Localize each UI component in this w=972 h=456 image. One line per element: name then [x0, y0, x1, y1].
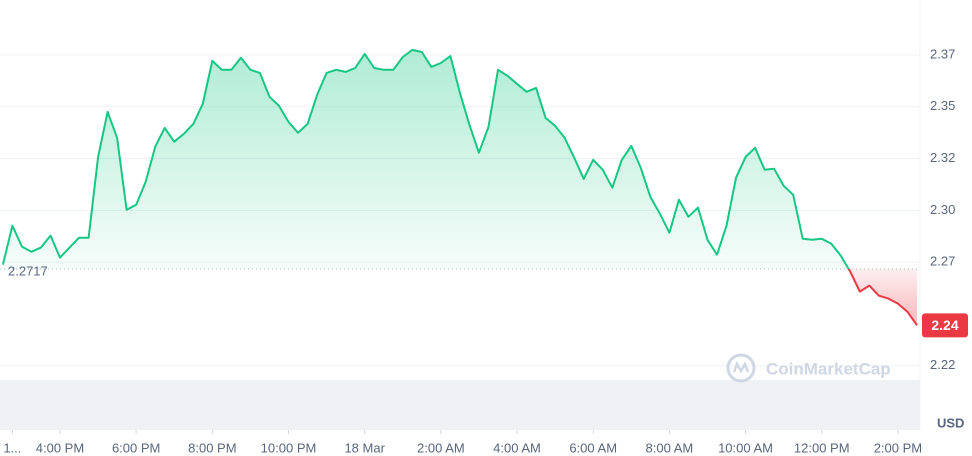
y-tick-label: 2.30 — [930, 202, 955, 217]
x-tick-label: 1... — [3, 440, 21, 455]
x-tick-label: 4:00 PM — [36, 440, 84, 455]
watermark: CoinMarketCap — [726, 353, 891, 383]
x-tick-label: 2:00 PM — [874, 440, 922, 455]
x-tick-label: 18 Mar — [344, 440, 385, 455]
watermark-logo-mark — [732, 361, 750, 374]
last-price-label: 2.24 — [931, 317, 958, 333]
x-tick-label: 6:00 PM — [112, 440, 160, 455]
y-tick-label: 2.32 — [930, 150, 955, 165]
y-tick-label: 2.22 — [930, 357, 955, 372]
watermark-logo — [726, 353, 756, 383]
x-tick-label: 10:00 AM — [718, 440, 773, 455]
baseline-label: 2.2717 — [8, 263, 48, 278]
x-tick-label: 2:00 AM — [417, 440, 465, 455]
volume-band — [0, 380, 920, 430]
x-tick-label: 12:00 PM — [794, 440, 850, 455]
y-tick-label: 2.35 — [930, 98, 955, 113]
y-tick-label: 2.27 — [930, 254, 955, 269]
watermark-text: CoinMarketCap — [766, 359, 891, 378]
x-tick-label: 6:00 AM — [569, 440, 617, 455]
area-fill — [2, 49, 917, 326]
price-line — [1, 48, 918, 326]
x-tick-label: 10:00 PM — [261, 440, 317, 455]
x-tick-label: 4:00 AM — [493, 440, 541, 455]
y-tick-label: 2.37 — [930, 46, 955, 61]
x-tick-label: 8:00 AM — [646, 440, 694, 455]
last-price-badge — [922, 313, 968, 338]
y-unit: USD — [937, 415, 964, 430]
x-tick-label: 8:00 PM — [188, 440, 236, 455]
